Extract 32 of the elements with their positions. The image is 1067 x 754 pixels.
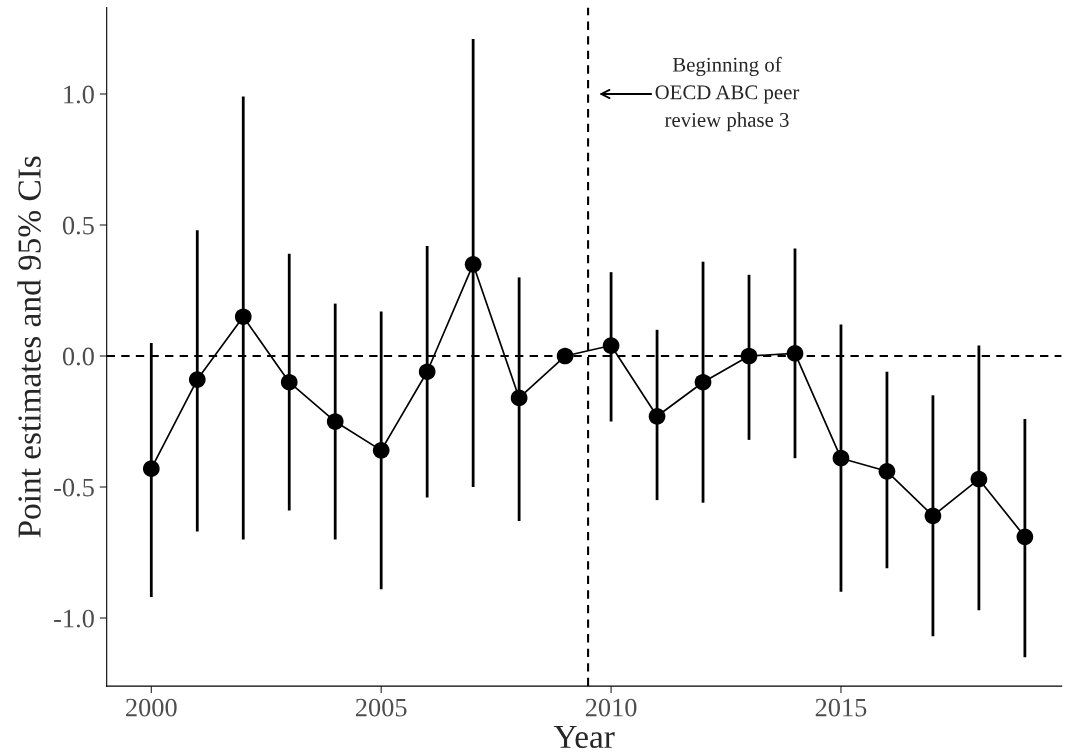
point bbox=[510, 389, 528, 407]
point bbox=[142, 460, 160, 478]
x-axis-title: Year bbox=[553, 725, 615, 749]
point bbox=[694, 373, 712, 391]
point bbox=[786, 345, 804, 362]
point bbox=[188, 371, 206, 388]
point bbox=[556, 347, 574, 365]
point bbox=[326, 413, 344, 430]
point bbox=[464, 255, 482, 273]
y-tick-label: -0.5 bbox=[54, 478, 94, 497]
point bbox=[832, 449, 850, 467]
point bbox=[280, 373, 298, 391]
y-tick-label: 0.5 bbox=[62, 216, 94, 235]
point bbox=[234, 308, 252, 326]
ref-line-label: Beginning of OECD ABC peer review phase 3 bbox=[655, 56, 800, 132]
point bbox=[418, 363, 436, 381]
y-axis-title: Point estimates and 95% CIs bbox=[17, 156, 41, 538]
point bbox=[924, 507, 942, 525]
point bbox=[372, 442, 390, 459]
y-tick-label: -1.0 bbox=[54, 609, 94, 628]
point bbox=[648, 407, 666, 425]
point bbox=[740, 347, 758, 365]
y-tick-label: 1.0 bbox=[64, 85, 94, 104]
x-tick-label: 2010 bbox=[585, 698, 637, 717]
point bbox=[970, 470, 988, 488]
x-tick-label: 2005 bbox=[355, 698, 407, 717]
point bbox=[1016, 528, 1034, 546]
point bbox=[878, 462, 896, 480]
point bbox=[602, 337, 620, 354]
x-tick-label: 2015 bbox=[815, 698, 867, 717]
y-tick-label: 0.0 bbox=[62, 347, 94, 366]
x-tick-label: 2000 bbox=[126, 698, 177, 717]
